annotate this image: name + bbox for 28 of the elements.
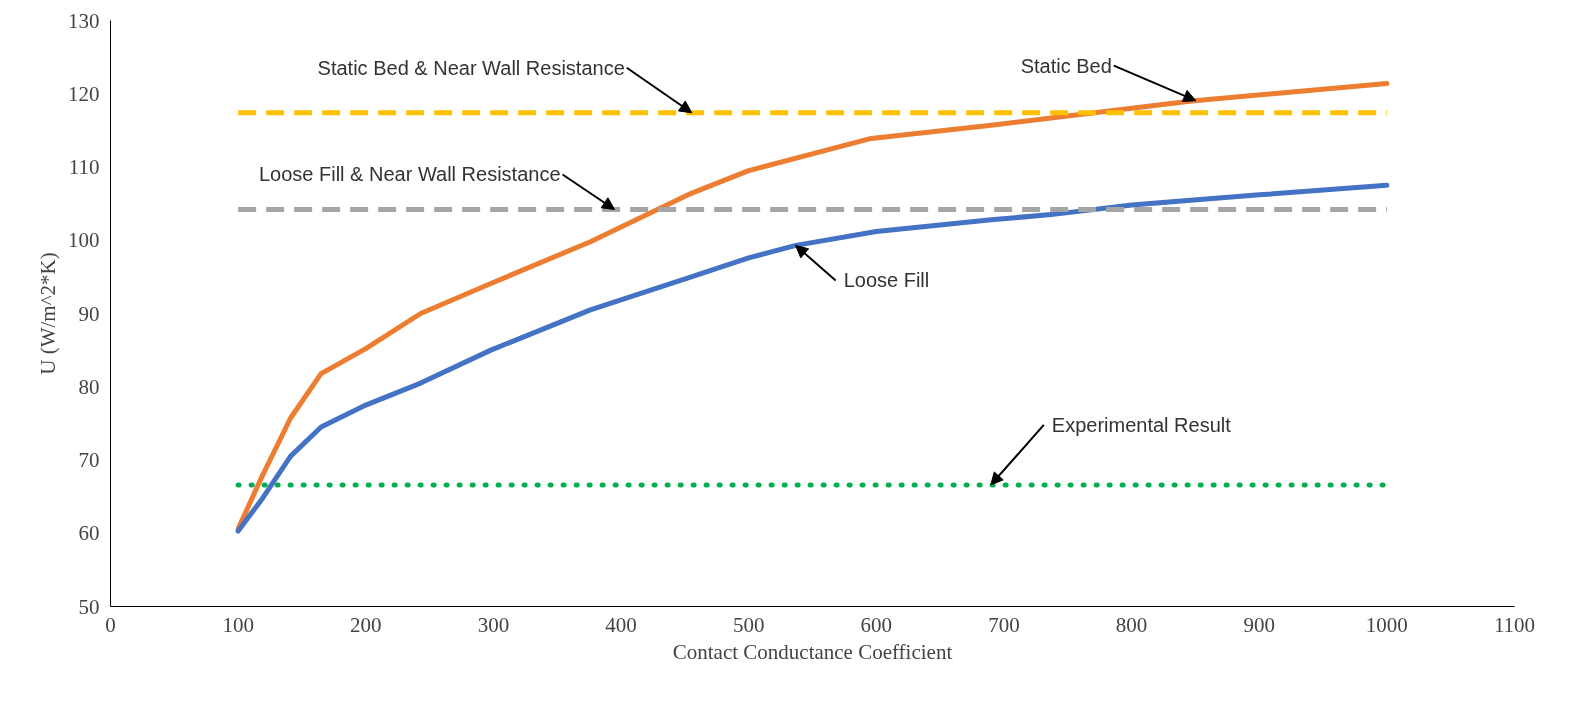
x-tick-label: 400	[605, 612, 637, 637]
x-tick-label: 100	[222, 612, 254, 637]
x-tick-label: 1000	[1365, 612, 1408, 637]
series-label: Static Bed	[1020, 54, 1112, 77]
y-tick-label: 120	[68, 81, 100, 106]
x-tick-label: 1100	[1493, 612, 1536, 637]
y-tick-label: 60	[78, 521, 100, 546]
y-tick-label: 90	[78, 301, 100, 326]
y-tick-label: 80	[78, 374, 100, 399]
x-tick-label: 700	[988, 612, 1020, 637]
series-label: Static Bed & Near Wall Resistance	[317, 56, 625, 79]
y-tick-label: 70	[78, 448, 100, 472]
y-axis-title: U (W/m^2*K)	[36, 252, 60, 375]
x-tick-label: 300	[477, 612, 510, 637]
x-tick-label: 900	[1243, 612, 1275, 637]
y-tick-label: 130	[68, 8, 100, 33]
y-tick-label: 100	[68, 228, 100, 253]
y-tick-label: 110	[68, 155, 100, 179]
x-tick-label: 200	[350, 612, 382, 637]
x-tick-label: 800	[1115, 612, 1148, 637]
series-label: Loose Fill & Near Wall Resistance	[258, 163, 561, 186]
text: Experimental Result	[1051, 413, 1232, 436]
series-label: Loose Fill	[843, 269, 930, 292]
y-tick-label: 50	[78, 594, 100, 619]
x-tick-label: 0	[105, 612, 116, 637]
x-axis-title: Contact Conductance Coefficient	[672, 639, 953, 664]
x-tick-label: 500	[732, 612, 765, 637]
x-tick-label: 600	[860, 612, 893, 637]
